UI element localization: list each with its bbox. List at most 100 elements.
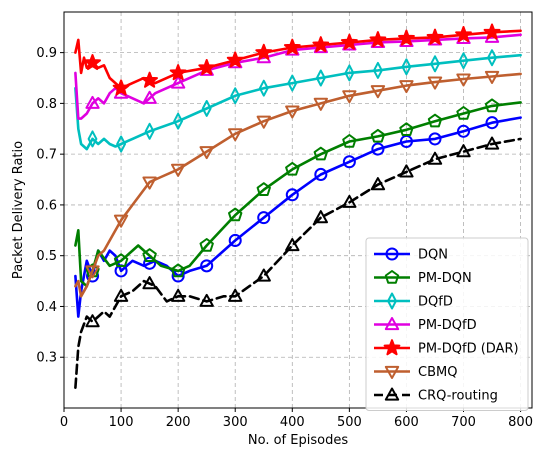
legend-label-dqfd: DQfD bbox=[418, 295, 453, 310]
series-line-cbmq bbox=[74, 72, 522, 298]
data-point-cbmq bbox=[142, 176, 157, 190]
data-point-dqfd bbox=[487, 49, 497, 67]
x-axis-label: No. of Episodes bbox=[248, 433, 348, 448]
x-tick-label: 500 bbox=[337, 415, 362, 430]
data-point-cbmq bbox=[456, 73, 471, 87]
data-point-crq-routing bbox=[199, 293, 214, 307]
y-tick-label: 0.9 bbox=[36, 46, 57, 61]
data-point-pm-dqn bbox=[142, 248, 157, 262]
data-point-pm-dqfd-dar bbox=[226, 51, 244, 68]
legend-marker-dqn bbox=[385, 247, 399, 261]
legend-marker-dqfd bbox=[387, 292, 397, 310]
data-point-crq-routing bbox=[285, 238, 300, 252]
y-tick-label: 0.5 bbox=[36, 249, 57, 264]
data-point-pm-dqfd-dar bbox=[340, 33, 358, 50]
series-cbmq bbox=[74, 70, 522, 298]
x-tick-label: 600 bbox=[394, 415, 419, 430]
data-point-cbmq bbox=[113, 214, 129, 228]
data-point-cbmq bbox=[285, 105, 300, 119]
data-point-dqn bbox=[257, 211, 271, 225]
data-point-cbmq bbox=[171, 163, 186, 177]
data-point-cbmq bbox=[484, 70, 500, 84]
y-tick-label: 0.8 bbox=[36, 97, 57, 112]
data-point-pm-dqfd-dar bbox=[312, 36, 330, 53]
data-point-dqfd bbox=[315, 69, 326, 87]
data-point-cbmq bbox=[256, 115, 271, 129]
data-point-dqn bbox=[456, 124, 471, 138]
legend-box bbox=[365, 237, 529, 411]
data-point-dqfd bbox=[87, 130, 98, 148]
x-tick-label: 400 bbox=[280, 415, 305, 430]
legend: DQN PM-DQN DQfD PM-DQfD PM-DQfD (DAR) CBMQ CRQ… bbox=[365, 237, 529, 411]
x-tick-label: 100 bbox=[109, 415, 134, 430]
data-point-pm-dqn bbox=[399, 122, 414, 136]
legend-label-pm-dqfd-dar: PM-DQfD (DAR) bbox=[418, 342, 519, 357]
data-point-dqn bbox=[228, 233, 242, 247]
data-point-dqn bbox=[314, 167, 328, 181]
data-point-pm-dqfd-dar bbox=[255, 43, 273, 60]
legend-marker-pm-dqn bbox=[384, 270, 400, 284]
legend-label-dqn: DQN bbox=[418, 248, 448, 263]
data-point-cbmq bbox=[399, 80, 414, 94]
data-point-dqfd bbox=[258, 79, 269, 97]
data-point-crq-routing bbox=[484, 136, 500, 150]
data-point-crq-routing bbox=[427, 151, 443, 165]
legend-marker-pm-dqfd-dar bbox=[383, 339, 401, 356]
x-tick-label: 700 bbox=[451, 415, 476, 430]
data-point-pm-dqfd bbox=[85, 95, 100, 109]
data-point-pm-dqfd-dar bbox=[369, 31, 387, 48]
data-point-pm-dqfd-dar bbox=[84, 54, 101, 71]
data-point-pm-dqfd-dar bbox=[198, 59, 216, 76]
data-point-dqfd bbox=[401, 58, 412, 76]
data-point-pm-dqn bbox=[171, 263, 186, 278]
data-point-pm-dqfd-dar bbox=[483, 23, 501, 40]
series-line-dqfd bbox=[74, 53, 522, 151]
legend-label-cbmq: CBMQ bbox=[418, 365, 457, 380]
data-point-pm-dqfd-dar bbox=[283, 38, 301, 55]
data-point-dqfd bbox=[230, 87, 241, 105]
data-point-cbmq bbox=[199, 146, 214, 160]
data-point-pm-dqfd-dar bbox=[112, 79, 130, 96]
legend-marker-crq-routing bbox=[384, 387, 400, 401]
data-point-pm-dqfd bbox=[142, 90, 157, 104]
data-point-dqfd bbox=[373, 61, 383, 79]
y-tick-label: 0.6 bbox=[36, 198, 57, 213]
data-point-dqfd bbox=[430, 55, 440, 73]
data-point-cbmq bbox=[313, 97, 328, 111]
y-axis-label: Packet Delivery Ratio bbox=[11, 141, 26, 279]
data-point-pm-dqfd-dar bbox=[455, 26, 472, 43]
data-point-dqn bbox=[485, 116, 499, 130]
data-point-pm-dqn bbox=[256, 182, 271, 196]
data-point-crq-routing bbox=[228, 288, 243, 302]
data-point-dqfd bbox=[344, 64, 355, 82]
data-point-dqn bbox=[200, 259, 214, 273]
series-crq-routing bbox=[74, 136, 522, 389]
plot-frame bbox=[63, 11, 533, 409]
data-point-dqn bbox=[285, 188, 299, 202]
legend-label-crq-routing: CRQ-routing bbox=[418, 389, 498, 404]
data-point-pm-dqn bbox=[342, 134, 357, 148]
data-point-crq-routing bbox=[456, 144, 471, 158]
series-pm-dqfd-dar bbox=[74, 23, 522, 96]
data-point-cbmq bbox=[85, 265, 100, 279]
data-point-cbmq bbox=[228, 128, 243, 142]
data-point-cbmq bbox=[427, 76, 443, 90]
data-point-pm-dqfd-dar bbox=[398, 29, 415, 46]
data-point-dqn bbox=[371, 142, 385, 156]
data-point-pm-dqn bbox=[484, 98, 500, 113]
x-tick-label: 0 bbox=[60, 415, 68, 430]
data-point-crq-routing bbox=[256, 268, 271, 282]
y-tick-label: 0.4 bbox=[36, 300, 57, 315]
legend-label-pm-dqfd: PM-DQfD bbox=[418, 318, 477, 333]
data-point-dqfd bbox=[144, 122, 155, 140]
x-tick-label: 800 bbox=[508, 415, 533, 430]
data-point-cbmq bbox=[342, 90, 357, 104]
data-point-pm-dqfd-dar bbox=[426, 28, 444, 45]
data-point-crq-routing bbox=[142, 276, 157, 290]
legend-marker-cbmq bbox=[384, 365, 400, 379]
data-point-crq-routing bbox=[342, 194, 357, 208]
data-point-pm-dqn bbox=[285, 161, 300, 176]
series-dqfd bbox=[74, 49, 522, 153]
data-point-pm-dqn bbox=[427, 113, 443, 128]
data-point-crq-routing bbox=[313, 210, 328, 224]
